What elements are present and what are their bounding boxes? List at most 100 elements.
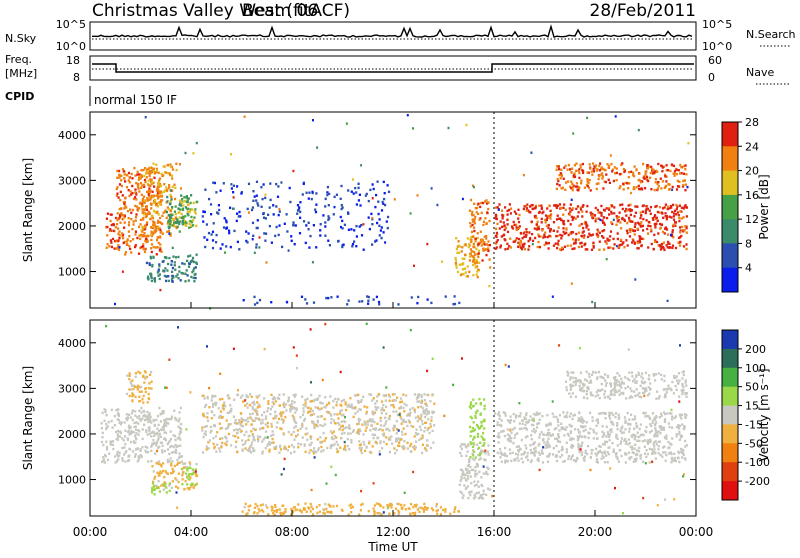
vel-cell [379,504,381,506]
vel-cell [146,416,148,418]
vel-cell [160,436,162,438]
vel-cell [273,396,275,398]
vel-cell [630,446,632,448]
vel-cell [312,410,314,412]
power-cell [146,262,148,264]
power-cell [128,217,130,219]
vel-cell [145,391,147,393]
vel-cell [121,457,123,459]
power-cell [556,183,558,185]
vel-cell [623,439,625,441]
power-cell [155,246,157,248]
power-cell [572,207,574,209]
power-cell [363,249,365,251]
power-cell [501,210,503,212]
vel-cell [406,404,408,406]
power-noise-cell [462,198,464,200]
vel-cell [607,447,609,449]
power-cell [226,221,228,223]
vel-cell [128,425,130,427]
power-cell [126,186,128,188]
power-cell [135,231,137,233]
power-cell [487,247,489,249]
vel-cell [658,441,660,443]
vel-cell [500,431,502,433]
vel-cell [293,416,295,418]
vel-cell [219,398,221,400]
vel-cell [305,451,307,453]
power-colorbar-swatch [722,243,738,268]
vel-cell [585,450,587,452]
power-cell [129,208,131,210]
power-cell [445,295,447,297]
power-cell [576,185,578,187]
vel-cell [648,374,650,376]
power-cell [546,207,548,209]
vel-cell [634,395,636,397]
power-cell [141,205,143,207]
power-cell [472,236,474,238]
power-cell [593,168,595,170]
vel-cell [248,450,250,452]
vel-cell [362,441,364,443]
vel-cell [373,437,375,439]
vel-cell [474,475,476,477]
power-cell [131,228,133,230]
power-cell [544,244,546,246]
vel-cell [247,396,249,398]
vel-cell [597,451,599,453]
vel-cell [101,436,103,438]
vel-cell [550,435,552,437]
power-cell [669,246,671,248]
power-cell [485,223,487,225]
vel-cell [685,414,687,416]
vel-cell [127,417,129,419]
vel-cell [644,439,646,441]
power-cell [150,226,152,228]
vel-cell [657,448,659,450]
vel-cell [117,451,119,453]
power-cell [106,226,108,228]
power-cell [610,221,612,223]
vel-cell [148,382,150,384]
vel-cell [150,460,152,462]
vel-cell [428,427,430,429]
vel-cell [401,431,403,433]
vel-cell [600,412,602,414]
power-cell [180,201,182,203]
power-cell [352,243,354,245]
vel-cell [649,382,651,384]
vel-cell [474,415,476,417]
power-cell [171,175,173,177]
power-cell [684,168,686,170]
power-cell [580,180,582,182]
vel-cell [468,464,470,466]
vel-cell [505,414,507,416]
power-cell [216,234,218,236]
power-cell [571,183,573,185]
vel-cell [670,389,672,391]
power-cell [256,195,258,197]
vel-cell [627,423,629,425]
power-cell [204,189,206,191]
power-cell [678,220,680,222]
vel-cell [386,504,388,506]
power-noise-cell [123,218,125,220]
power-cell [534,227,536,229]
vel-cell [422,437,424,439]
vel-cell [163,438,165,440]
power-cell [638,188,640,190]
vel-cell [577,439,579,441]
vel-cell [376,437,378,439]
vel-cell [281,418,283,420]
vel-cell [148,393,150,395]
vel-cell [432,393,434,395]
power-noise-cell [412,127,414,129]
vel-cell [131,392,133,394]
power-noise-cell [312,119,314,121]
vel-cell [380,420,382,422]
vel-cell [569,378,571,380]
power-cell [526,231,528,233]
vel-cell [152,482,154,484]
vel-cell [152,439,154,441]
